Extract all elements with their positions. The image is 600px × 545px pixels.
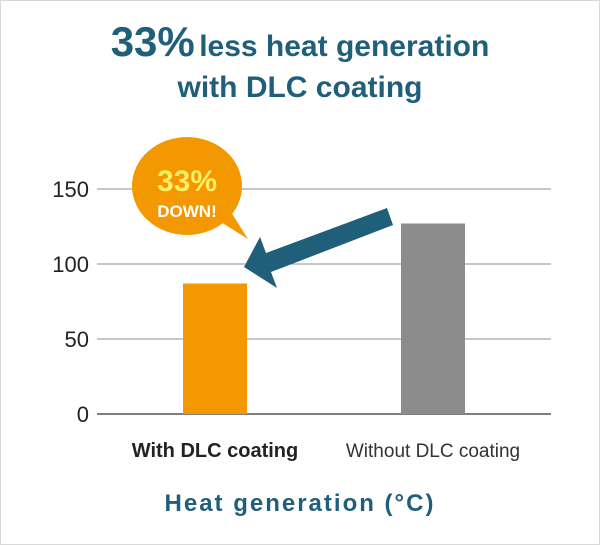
y-tick-label: 0 [77, 402, 89, 427]
tick-layer: 0 50 100 150 With DLC coating Without DLC coa… [52, 177, 520, 462]
y-tick-label: 100 [52, 252, 89, 277]
callout-bubble: 33% DOWN! [132, 137, 248, 239]
x-tick-label: Without DLC coating [346, 441, 520, 462]
bar-with-dlc [183, 283, 247, 414]
callout-tail [216, 212, 248, 239]
title-highlight: 33% [110, 18, 195, 65]
arrow-shape [244, 208, 393, 288]
arrow-annotation [244, 208, 393, 288]
callout-word: DOWN! [157, 202, 216, 221]
title-rest: less heat generation [199, 30, 490, 63]
bar-without-dlc [401, 223, 465, 414]
chart-title: 33% less heat generation with DLC coatin… [1, 18, 599, 105]
x-tick-label: With DLC coating [132, 440, 298, 462]
y-tick-label: 150 [52, 177, 89, 202]
title-line2: with DLC coating [177, 71, 423, 105]
y-tick-label: 50 [65, 327, 89, 352]
bar-layer [183, 223, 465, 414]
callout-ellipse [132, 137, 242, 235]
callout-percent: 33% [157, 165, 217, 198]
x-axis-title: Heat generation (°C) [164, 490, 436, 517]
